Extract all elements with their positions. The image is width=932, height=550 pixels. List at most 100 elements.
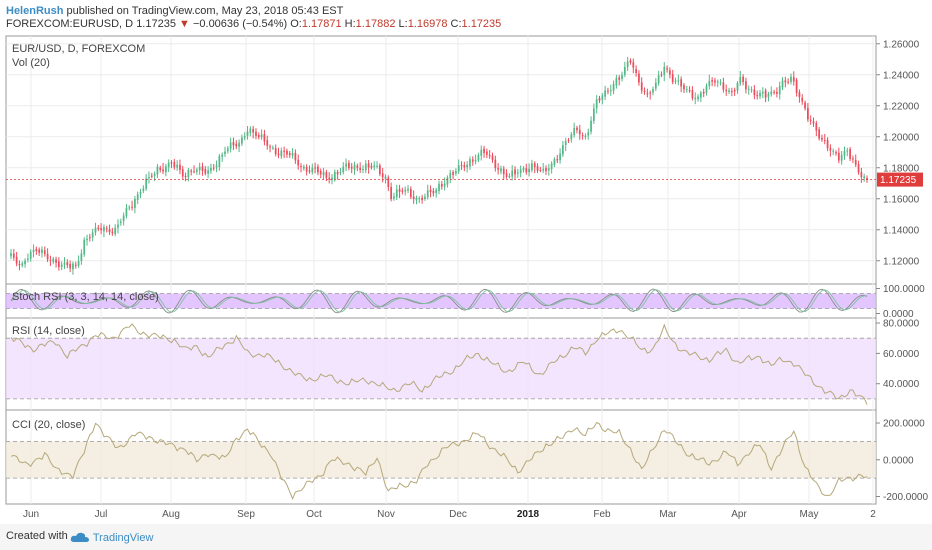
candle-body bbox=[91, 232, 94, 238]
candle-body bbox=[274, 148, 277, 155]
candle-body bbox=[660, 74, 663, 76]
candle-body bbox=[776, 91, 778, 94]
candle-body bbox=[136, 194, 139, 201]
candle bbox=[854, 154, 857, 168]
candle-body bbox=[432, 190, 435, 194]
candle bbox=[364, 160, 367, 174]
candle bbox=[29, 249, 32, 262]
candle bbox=[277, 147, 280, 159]
candle bbox=[784, 76, 787, 88]
candle bbox=[688, 86, 691, 93]
candle-body bbox=[317, 166, 319, 173]
candle-body bbox=[595, 99, 598, 109]
candle bbox=[533, 161, 536, 174]
candle bbox=[404, 186, 407, 196]
candle bbox=[705, 83, 708, 96]
candle-body bbox=[119, 221, 122, 223]
indicator-band bbox=[6, 338, 876, 399]
candle bbox=[702, 88, 705, 98]
candle-body bbox=[387, 177, 390, 188]
candle bbox=[283, 146, 286, 159]
candle-body bbox=[271, 147, 274, 149]
candle-body bbox=[770, 91, 773, 95]
candle bbox=[190, 168, 193, 176]
footer-bar bbox=[0, 524, 932, 550]
candle-body bbox=[128, 207, 131, 209]
candle-body bbox=[159, 167, 162, 170]
candle-body bbox=[145, 178, 148, 189]
candle-body bbox=[539, 169, 542, 171]
y-tick-label: 40.0000 bbox=[883, 379, 920, 390]
candle bbox=[421, 194, 423, 204]
candle-body bbox=[131, 206, 133, 208]
candle bbox=[356, 163, 359, 172]
x-tick-label: May bbox=[800, 509, 819, 520]
chart-canvas[interactable]: Jun Jul Aug Sep Oct Nov Dec 2018 Feb Mar Apr May 2 1.… bbox=[0, 0, 932, 524]
x-tick-label: Feb bbox=[593, 509, 611, 520]
candle bbox=[680, 76, 683, 93]
candle bbox=[395, 184, 398, 200]
candle bbox=[407, 185, 409, 193]
candle bbox=[852, 155, 854, 164]
candle bbox=[604, 85, 607, 100]
candle-body bbox=[381, 173, 384, 178]
candle-body bbox=[376, 165, 378, 167]
last-price-label: 1.17235 bbox=[880, 175, 917, 186]
candle-body bbox=[553, 159, 556, 165]
candle-body bbox=[97, 227, 100, 229]
tradingview-logo[interactable]: TradingView bbox=[70, 529, 153, 544]
candle-body bbox=[86, 238, 88, 241]
candle bbox=[787, 78, 790, 85]
candle bbox=[429, 185, 432, 198]
candle bbox=[798, 89, 801, 103]
candle bbox=[63, 257, 66, 270]
candle-body bbox=[485, 151, 488, 155]
candle bbox=[677, 74, 680, 86]
candle bbox=[843, 146, 846, 160]
candle bbox=[221, 152, 224, 162]
candle bbox=[342, 162, 345, 175]
candle bbox=[587, 128, 590, 140]
candle-body bbox=[249, 128, 252, 134]
candle bbox=[849, 147, 851, 162]
candle-body bbox=[440, 184, 443, 187]
candle bbox=[866, 175, 868, 183]
candle-body bbox=[212, 167, 215, 169]
high-value: 1.17882 bbox=[355, 18, 396, 30]
candle bbox=[60, 261, 63, 271]
author-name[interactable]: HelenRush bbox=[6, 5, 64, 17]
candle bbox=[173, 158, 176, 170]
candle-body bbox=[134, 198, 136, 208]
candle-body bbox=[654, 82, 657, 89]
candle-body bbox=[711, 80, 714, 82]
candle bbox=[32, 244, 35, 258]
candle-body bbox=[390, 187, 393, 200]
candle bbox=[440, 180, 443, 190]
candle bbox=[629, 58, 632, 65]
candle bbox=[80, 249, 83, 265]
candle bbox=[770, 86, 773, 97]
candle bbox=[730, 87, 733, 97]
candle bbox=[105, 225, 108, 233]
candle-body bbox=[10, 253, 12, 257]
candle-body bbox=[32, 249, 35, 252]
candle-body bbox=[398, 188, 401, 192]
candle bbox=[398, 184, 401, 199]
candle-body bbox=[840, 154, 843, 161]
candle-body bbox=[57, 261, 60, 268]
candle-body bbox=[277, 153, 280, 156]
candle bbox=[457, 159, 460, 174]
y-tick-label: 1.22000 bbox=[883, 101, 920, 112]
candle bbox=[466, 161, 469, 173]
candle bbox=[215, 160, 218, 173]
candle-body bbox=[142, 188, 145, 191]
candle-body bbox=[722, 82, 725, 90]
candle bbox=[832, 148, 835, 156]
candle-body bbox=[38, 249, 41, 253]
y-tick-label: 0.0000 bbox=[883, 455, 914, 466]
candle bbox=[764, 88, 767, 103]
candle-body bbox=[300, 166, 302, 168]
candle bbox=[556, 154, 559, 164]
candle-body bbox=[694, 97, 697, 99]
candle-body bbox=[418, 198, 421, 200]
